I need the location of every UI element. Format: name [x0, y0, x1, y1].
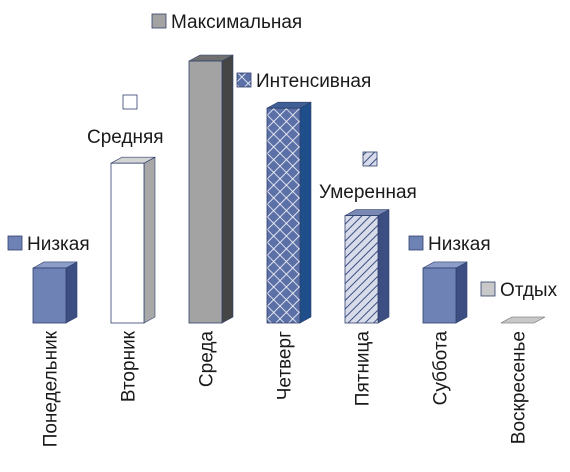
- labels-layer: Низкая Средняя Максимальная Интенсивная Умер…: [7, 12, 558, 301]
- bar-label-text: Средняя: [87, 127, 164, 148]
- legend-swatch: [236, 72, 252, 88]
- category-label: Четверг: [275, 331, 296, 400]
- legend-swatch: [7, 235, 23, 251]
- bar-1: [32, 261, 78, 324]
- bar-side-face: [65, 261, 78, 324]
- category-label: Суббота: [431, 331, 452, 406]
- bar-label-text: Низкая: [428, 234, 491, 255]
- bar-front-face: [422, 267, 457, 324]
- bar-label-text: Максимальная: [171, 12, 302, 33]
- bar-3: [188, 54, 234, 324]
- legend-swatch: [408, 235, 424, 251]
- bar-4: [266, 101, 312, 324]
- bar-5: [344, 209, 390, 324]
- category-label: Среда: [197, 331, 218, 388]
- bar-side-face: [377, 209, 390, 324]
- bar-side-face: [221, 54, 234, 324]
- category-label: Понедельник: [41, 330, 62, 447]
- legend-swatch: [151, 13, 167, 29]
- bar-6: [422, 261, 468, 324]
- bar-label-3: Максимальная: [151, 12, 302, 33]
- bar-label-2: Средняя: [87, 94, 164, 148]
- bar-front-face: [188, 60, 223, 324]
- bar-side-face: [299, 101, 312, 324]
- bar-label-4: Интенсивная: [236, 71, 371, 92]
- bar-label-text: Интенсивная: [256, 71, 371, 92]
- legend-swatch: [122, 94, 138, 110]
- legend-swatch: [362, 151, 378, 167]
- legend-swatch: [480, 281, 496, 297]
- bar-side-face: [455, 261, 468, 324]
- bars-layer: [32, 54, 546, 324]
- category-axis: Понедельник Вторник Среда Четверг Пятница Суб…: [41, 330, 530, 447]
- category-label: Пятница: [353, 331, 374, 407]
- bar-label-1: Низкая: [7, 234, 90, 255]
- bar-label-6: Низкая: [408, 234, 491, 255]
- bar-label-7: Отдых: [480, 280, 558, 301]
- bar-label-text: Низкая: [27, 234, 90, 255]
- bar-front-face: [344, 215, 379, 324]
- bar-front-face: [266, 107, 301, 324]
- bar-label-5: Умеренная: [319, 151, 417, 203]
- bar-label-text: Умеренная: [319, 182, 417, 203]
- bar-front-face: [32, 267, 67, 324]
- category-label: Вторник: [119, 330, 140, 402]
- bar-2: [110, 156, 156, 324]
- bar-flat-tile: [500, 316, 546, 324]
- bar-label-text: Отдых: [500, 280, 558, 301]
- bar-7: [500, 316, 546, 324]
- bar-front-face: [110, 162, 145, 324]
- bar-side-face: [143, 156, 156, 324]
- category-label: Воскресенье: [509, 331, 530, 444]
